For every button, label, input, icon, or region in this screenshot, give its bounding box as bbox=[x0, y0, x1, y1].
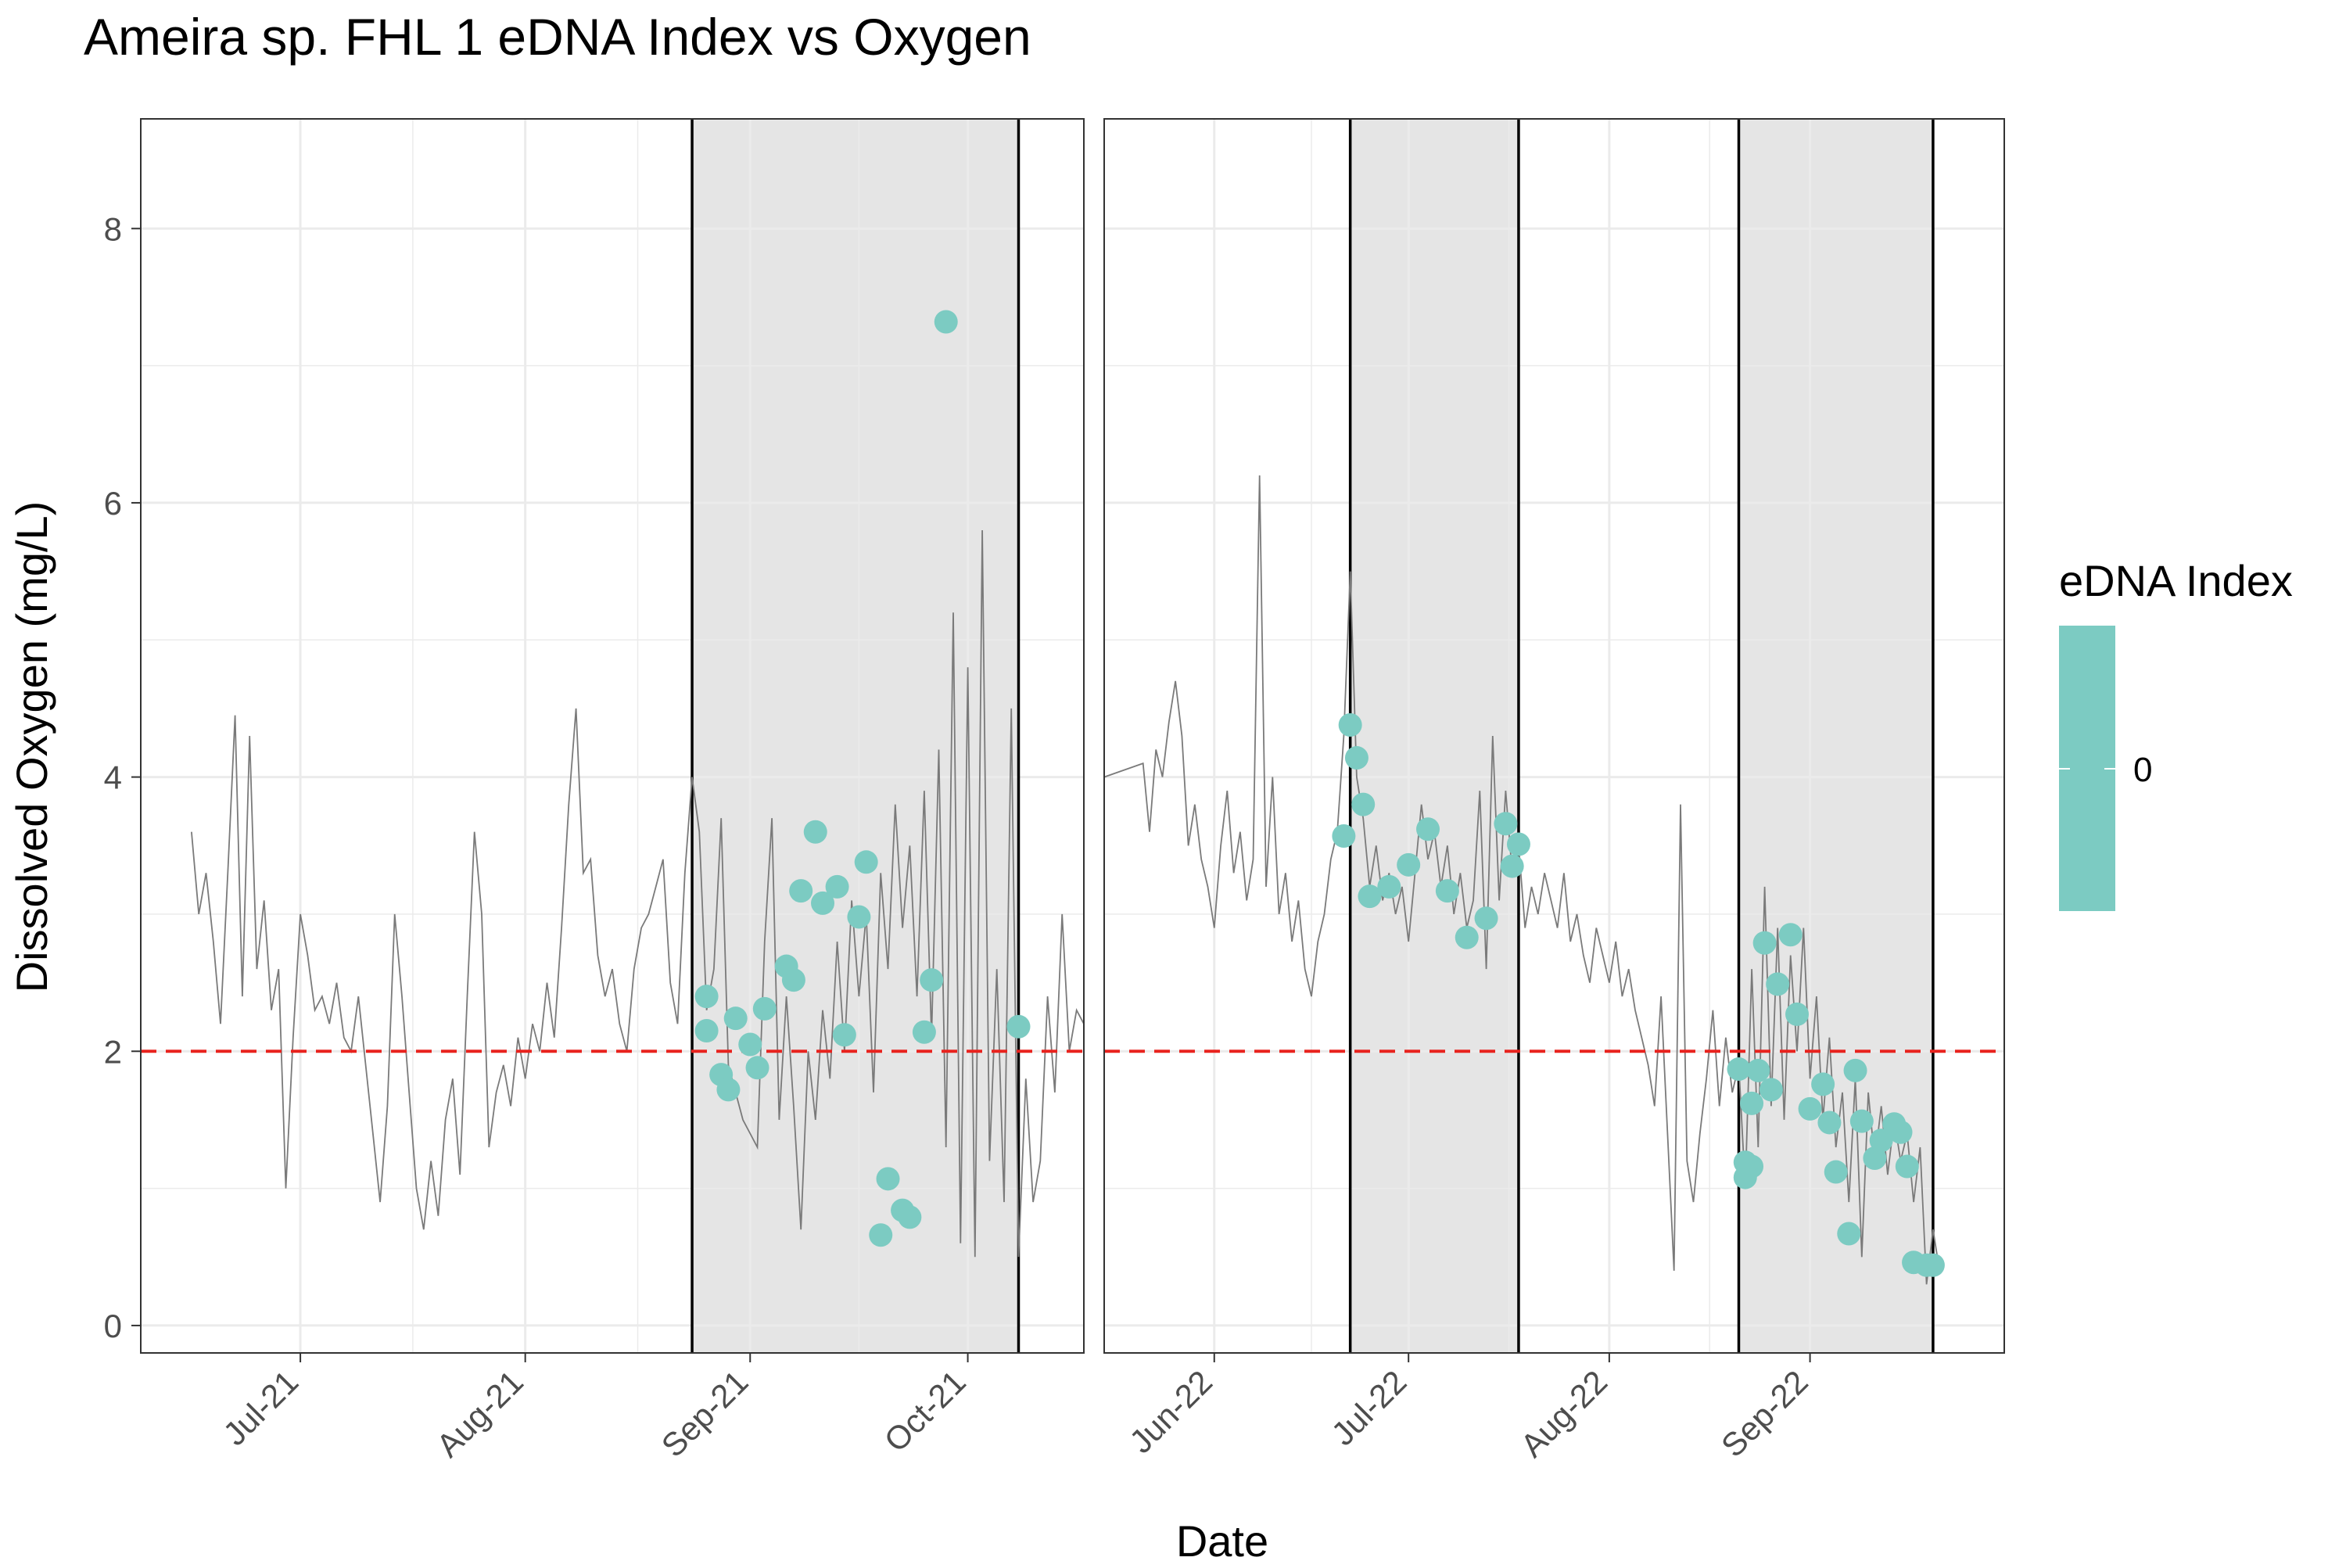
edna-point bbox=[934, 310, 958, 334]
panel-border bbox=[1103, 118, 2005, 1354]
edna-point bbox=[1416, 817, 1440, 841]
x-tick-label: Jul-22 bbox=[1324, 1363, 1413, 1452]
edna-point bbox=[898, 1205, 922, 1229]
edna-point bbox=[716, 1078, 741, 1102]
edna-point bbox=[811, 891, 835, 915]
edna-point bbox=[1727, 1057, 1751, 1082]
x-tick-label: Aug-22 bbox=[1513, 1363, 1614, 1464]
edna-point bbox=[738, 1032, 762, 1057]
y-tick-label: 0 bbox=[104, 1308, 122, 1344]
edna-point bbox=[1837, 1222, 1861, 1246]
y-tick-label: 4 bbox=[104, 759, 122, 796]
edna-point bbox=[1817, 1111, 1842, 1135]
edna-point bbox=[803, 820, 827, 844]
edna-point bbox=[1474, 906, 1498, 931]
edna-point bbox=[1843, 1058, 1867, 1082]
edna-point bbox=[1344, 746, 1368, 770]
edna-point bbox=[876, 1167, 900, 1191]
edna-point bbox=[1358, 884, 1382, 909]
edna-point bbox=[1869, 1128, 1893, 1153]
chart-title: Ameira sp. FHL 1 eDNA Index vs Oxygen bbox=[84, 8, 1031, 66]
x-tick-label: Aug-21 bbox=[429, 1363, 530, 1464]
y-tick-label: 2 bbox=[104, 1033, 122, 1070]
shaded-period bbox=[1350, 119, 1519, 1353]
edna-point bbox=[1351, 792, 1376, 816]
edna-point bbox=[1824, 1160, 1848, 1184]
edna-point bbox=[1752, 931, 1777, 955]
edna-point bbox=[1338, 712, 1362, 737]
panel-1: Jul-21 Aug-21 Sep-21 Oct-21 0 2 4 6 8 bbox=[104, 118, 1085, 1464]
edna-point bbox=[1740, 1154, 1764, 1179]
x-tick-label: Oct-21 bbox=[877, 1363, 973, 1459]
edna-point bbox=[789, 879, 813, 903]
shaded-period bbox=[692, 119, 1019, 1353]
legend: eDNA Index 0 bbox=[2059, 556, 2293, 911]
edna-point bbox=[1759, 1078, 1783, 1102]
x-tick-label: Jul-21 bbox=[216, 1363, 305, 1452]
edna-point bbox=[1377, 874, 1401, 899]
y-tick-label: 8 bbox=[104, 210, 122, 247]
edna-point bbox=[1455, 925, 1479, 949]
edna-point bbox=[832, 1023, 856, 1047]
edna-point bbox=[847, 905, 871, 929]
edna-point bbox=[1506, 832, 1530, 856]
edna-point bbox=[1921, 1253, 1945, 1277]
x-axis-label: Date bbox=[1176, 1516, 1268, 1564]
edna-point bbox=[1746, 1058, 1770, 1082]
edna-point bbox=[1500, 854, 1524, 878]
edna-point bbox=[781, 968, 805, 992]
edna-point bbox=[1435, 879, 1459, 903]
edna-point bbox=[1811, 1072, 1835, 1096]
edna-point bbox=[869, 1223, 893, 1247]
edna-point bbox=[1332, 823, 1356, 848]
edna-point bbox=[694, 985, 719, 1009]
panel-border bbox=[140, 118, 1085, 1354]
edna-point bbox=[723, 1006, 748, 1031]
y-tick-label: 6 bbox=[104, 485, 122, 522]
x-tick-label: Sep-22 bbox=[1714, 1363, 1815, 1464]
edna-point bbox=[694, 1018, 719, 1042]
edna-point bbox=[1798, 1096, 1822, 1121]
edna-point bbox=[1778, 923, 1803, 947]
edna-point bbox=[1740, 1091, 1764, 1115]
edna-point bbox=[1494, 812, 1518, 836]
x-tick-label: Sep-21 bbox=[655, 1363, 755, 1464]
edna-point bbox=[1849, 1109, 1874, 1133]
edna-point bbox=[912, 1020, 936, 1044]
edna-point bbox=[825, 874, 849, 899]
edna-point bbox=[1397, 852, 1421, 877]
edna-point bbox=[1863, 1146, 1887, 1171]
edna-point bbox=[752, 996, 777, 1021]
x-tick-label: Jun-22 bbox=[1122, 1363, 1219, 1460]
edna-point bbox=[920, 968, 944, 992]
panel-layer: Jul-21 Aug-21 Sep-21 Oct-21 0 2 4 6 8 Jun-22 Jul-2… bbox=[104, 118, 2005, 1464]
legend-title: eDNA Index bbox=[2059, 556, 2293, 605]
panel-2: Jun-22 Jul-22 Aug-22 Sep-22 bbox=[1103, 118, 2005, 1464]
edna-point bbox=[1889, 1120, 1913, 1144]
legend-label: 0 bbox=[2133, 751, 2152, 789]
oxygen-line bbox=[191, 529, 1084, 1258]
oxygen-line bbox=[1104, 475, 1941, 1285]
y-axis-label: Dissolved Oxygen (mg/L) bbox=[7, 501, 56, 993]
edna-point bbox=[1006, 1014, 1031, 1039]
edna-point bbox=[854, 850, 878, 874]
edna-point bbox=[1785, 1002, 1810, 1026]
edna-point bbox=[1766, 972, 1790, 996]
edna-point bbox=[1895, 1154, 1919, 1179]
edna-point bbox=[745, 1056, 769, 1080]
